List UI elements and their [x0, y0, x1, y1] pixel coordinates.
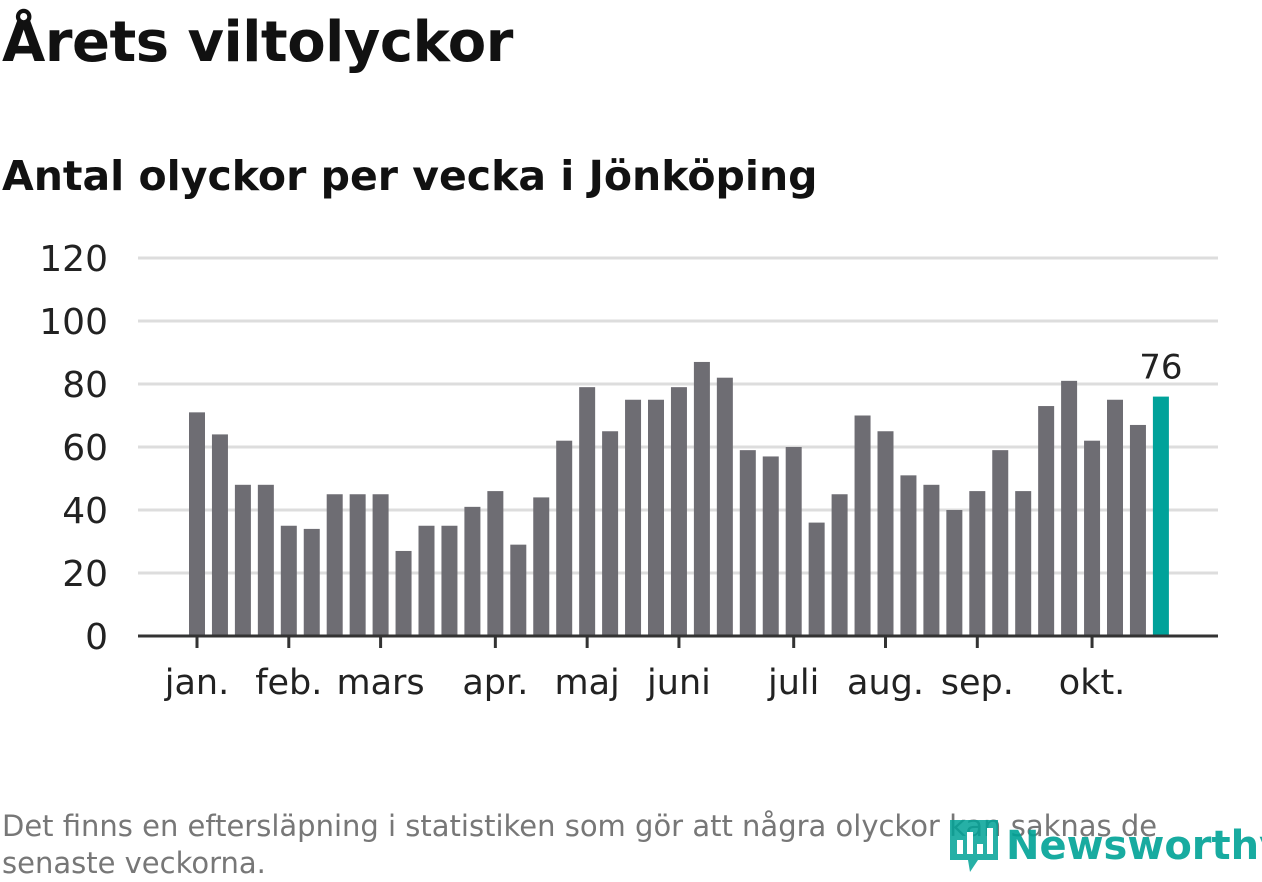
bar — [395, 550, 412, 636]
label-layer: 0 20 40 60 80 100 120 76 jan. feb. mars apr. maj juni… — [39, 239, 1182, 703]
chart-title: Årets viltolyckor — [2, 10, 513, 75]
y-tick-label: 120 — [39, 239, 108, 280]
y-tick-label: 60 — [62, 428, 108, 469]
bar — [326, 494, 343, 636]
bar — [1015, 491, 1032, 636]
bar — [670, 387, 687, 636]
bar — [211, 434, 228, 636]
bar — [1038, 406, 1055, 636]
chart-subtitle: Antal olyckor per vecka i Jönköping — [2, 152, 818, 200]
y-tick-label: 20 — [62, 554, 108, 595]
bar — [992, 450, 1009, 636]
axis-layer — [138, 634, 1218, 648]
bar — [602, 431, 619, 636]
bar — [900, 475, 917, 636]
x-tick-label: aug. — [847, 663, 924, 703]
highlight-value-label: 76 — [1139, 348, 1182, 388]
bar — [487, 491, 504, 636]
bar — [831, 494, 848, 636]
bar — [556, 440, 573, 636]
bar — [1107, 399, 1123, 636]
bar — [625, 399, 642, 636]
x-tick-label: juni — [646, 663, 711, 703]
bar — [808, 522, 825, 636]
y-tick-label: 80 — [62, 365, 108, 406]
bar-layer — [189, 361, 1169, 636]
bar — [1084, 440, 1101, 636]
bar — [923, 484, 940, 636]
x-tick-label: juli — [767, 663, 819, 703]
x-tick-label: maj — [555, 663, 620, 703]
bar — [189, 412, 205, 636]
bar — [234, 484, 251, 636]
bar — [877, 431, 894, 636]
x-tick-label: mars — [337, 663, 425, 703]
bar — [762, 456, 779, 636]
bar — [693, 361, 710, 636]
bar — [280, 525, 297, 636]
bar — [533, 497, 550, 636]
bar — [510, 544, 527, 636]
bar — [303, 528, 320, 636]
bar — [648, 399, 664, 636]
newsworthy-logo-icon — [950, 820, 998, 872]
bar — [854, 415, 871, 636]
x-tick-label: jan. — [164, 663, 229, 703]
bar — [418, 525, 435, 636]
bar — [441, 525, 458, 636]
brand-name: Newsworthy — [1006, 823, 1262, 869]
bar — [1129, 424, 1146, 636]
brand-logo[interactable]: Newsworthy — [948, 816, 1262, 876]
bar — [739, 450, 756, 636]
bar — [785, 447, 802, 636]
x-tick-label: apr. — [462, 663, 528, 703]
x-tick-label: feb. — [255, 663, 322, 703]
bar — [372, 494, 389, 636]
x-tick-label: sep. — [941, 663, 1014, 703]
highlight-bar — [1152, 396, 1169, 636]
bar — [257, 484, 274, 636]
bar — [716, 377, 733, 636]
bar — [349, 494, 366, 636]
y-tick-label: 100 — [39, 302, 108, 343]
bar — [579, 387, 596, 636]
bar — [1061, 380, 1078, 636]
bar — [946, 510, 963, 636]
bar — [969, 491, 986, 636]
y-tick-label: 40 — [62, 491, 108, 532]
x-tick-label: okt. — [1059, 663, 1126, 703]
bar — [464, 506, 481, 636]
bar-chart: 0 20 40 60 80 100 120 76 jan. feb. mars apr. maj juni… — [39, 239, 1218, 703]
y-tick-label: 0 — [85, 617, 108, 658]
